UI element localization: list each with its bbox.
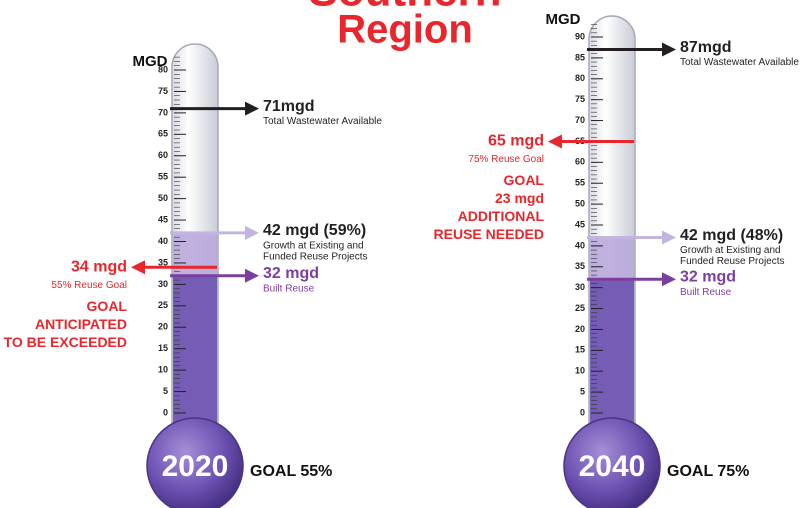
goal-note: ADDITIONAL [458,208,545,224]
marker-label: 65 mgd [488,133,544,150]
bulb [563,417,661,508]
y-tick-label: 80 [575,73,585,83]
arrowhead [662,230,676,245]
axis-label: MGD [546,11,581,28]
marker-note: Total Wastewater Available [263,116,382,127]
y-tick-label: 15 [158,343,168,353]
marker-label: 32 mgd [263,265,319,282]
axis-label: MGD [133,53,168,70]
marker-note: Funded Reuse Projects [263,252,368,263]
y-tick-label: 0 [163,407,168,417]
arrowhead [245,225,259,240]
y-tick-label: 20 [158,322,168,332]
arrowhead [662,272,676,287]
y-tick-label: 60 [158,150,168,160]
marker-note: Total Wastewater Available [680,57,799,68]
year-label: 2020 [162,450,229,483]
y-tick-label: 75 [158,86,168,96]
y-tick-label: 5 [580,386,585,396]
marker-label: 34 mgd [71,258,127,275]
y-tick-label: 25 [575,303,585,313]
arrowhead [131,260,145,275]
marker-note: 75% Reuse Goal [468,154,544,165]
title-line: Region [337,8,473,52]
y-tick-label: 25 [158,300,168,310]
y-tick-label: 15 [575,345,585,355]
y-tick-label: 20 [575,324,585,334]
arrowhead [245,101,259,116]
y-tick-label: 65 [158,129,168,139]
y-tick-label: 5 [163,386,168,396]
marker-note: Funded Reuse Projects [680,256,785,267]
y-tick-label: 75 [575,94,585,104]
year-label: 2040 [579,450,646,483]
y-tick-label: 10 [158,365,168,375]
y-tick-label: 35 [158,257,168,267]
marker-label: 71mgd [263,98,315,115]
y-tick-label: 90 [575,31,585,41]
y-tick-label: 70 [575,115,585,125]
y-tick-label: 55 [575,178,585,188]
y-tick-label: 30 [158,279,168,289]
y-tick-label: 10 [575,366,585,376]
y-tick-label: 35 [575,261,585,271]
y-tick-label: 40 [575,240,585,250]
goal-label: GOAL 75% [667,463,749,480]
y-tick-label: 60 [575,157,585,167]
marker-label: 42 mgd (59%) [263,222,366,239]
y-tick-label: 70 [158,107,168,117]
y-tick-label: 85 [575,52,585,62]
arrowhead [548,134,562,149]
goal-note: GOAL [87,298,128,314]
goal-note: GOAL [504,172,545,188]
marker-note: Growth at Existing and [680,245,781,256]
goal-note: ANTICIPATED [35,316,127,332]
goal-label: GOAL 55% [250,463,332,480]
y-tick-label: 40 [158,236,168,246]
y-tick-label: 45 [158,214,168,224]
y-tick-label: 80 [158,64,168,74]
arrowhead [662,42,676,57]
marker-label: 32 mgd [680,269,736,286]
bulb [146,417,244,508]
y-tick-label: 0 [580,407,585,417]
marker-note: Growth at Existing and [263,241,364,252]
marker-note: Built Reuse [263,283,315,294]
y-tick-label: 50 [575,198,585,208]
goal-note: REUSE NEEDED [434,226,544,242]
title-line: Southern [308,0,501,16]
marker-label: 42 mgd (48%) [680,227,783,244]
y-tick-label: 50 [158,193,168,203]
goal-note: TO BE EXCEEDED [4,334,127,350]
arrowhead [245,268,259,283]
y-tick-label: 55 [158,172,168,182]
marker-label: 87mgd [680,39,732,56]
goal-note: 23 mgd [495,190,544,206]
y-tick-label: 30 [575,282,585,292]
marker-note: 55% Reuse Goal [51,280,127,291]
y-tick-label: 45 [575,219,585,229]
marker-note: Built Reuse [680,287,732,298]
